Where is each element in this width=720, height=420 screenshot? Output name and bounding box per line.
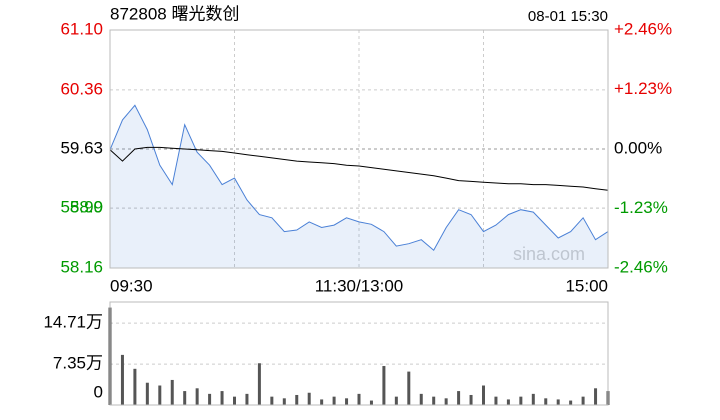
volume-bar (120, 354, 124, 405)
plot-border (109, 301, 609, 406)
volume-bar (469, 394, 473, 405)
volume-bar (544, 398, 548, 405)
y-tick-label: 59.63 (60, 138, 103, 157)
volume-bar (432, 396, 436, 405)
volume-bar (332, 396, 336, 405)
plot-border (109, 29, 609, 269)
volume-bar (394, 396, 398, 405)
volume-bar (257, 363, 261, 405)
y-tick-label: 58.16 (60, 257, 103, 276)
volume-bar (519, 396, 523, 405)
volume-bar (320, 399, 324, 405)
volume-bar (444, 398, 448, 405)
price-line (109, 104, 609, 251)
volume-bar (220, 391, 224, 405)
volume-bar (594, 388, 598, 405)
volume-bar (170, 379, 174, 405)
volume-bar (282, 398, 286, 405)
volume-bar (369, 400, 373, 405)
volume-bar (270, 396, 274, 405)
volume-bar (581, 396, 585, 405)
volume-bar (307, 392, 311, 405)
x-tick-label: 11:30/13:00 (315, 276, 404, 295)
y2-tick-label: +2.46% (614, 19, 672, 38)
volume-bar (382, 366, 386, 405)
volume-bar (233, 396, 236, 405)
y2-tick-label: +1.23% (614, 79, 672, 98)
volume-bar (494, 396, 498, 405)
volume-bar (345, 398, 349, 405)
volume-bar (158, 385, 162, 405)
volume-bar (457, 391, 461, 405)
watermark: sina.com (513, 244, 585, 264)
x-tick-label: 09:30 (110, 276, 153, 295)
volume-bar (569, 400, 573, 405)
y-tick-label: 0 (94, 382, 103, 401)
volume-bar (357, 393, 361, 405)
y2-tick-label: -1.23% (614, 198, 668, 217)
y2-tick-label: 0.00% (614, 138, 662, 157)
chart-title: 872808 曙光数创 (110, 4, 239, 23)
volume-bar (407, 371, 411, 405)
y-tick-label: 14.71万 (43, 313, 103, 332)
volume-bar (245, 393, 249, 405)
timestamp: 08-01 15:30 (528, 8, 608, 25)
volume-bar (195, 388, 199, 405)
volume-bar (482, 385, 485, 405)
price-area (110, 105, 608, 268)
y-tick-label: 60.36 (60, 79, 103, 98)
volume-bar (531, 393, 535, 405)
volume-bar (295, 394, 299, 405)
volume-bar (145, 382, 149, 405)
y-tick-label: 58.9 (70, 198, 103, 217)
volume-bar (506, 399, 510, 405)
volume-bar (183, 391, 187, 405)
average-line (109, 146, 609, 191)
y-tick-label: 7.35万 (53, 354, 103, 373)
y-tick-label: 58.90 (60, 198, 103, 217)
y2-tick-label: -2.46% (614, 257, 668, 276)
volume-bar (133, 368, 137, 405)
volume-bar (208, 393, 212, 405)
volume-bar (419, 393, 423, 405)
x-tick-label: 15:00 (565, 276, 608, 295)
volume-bar (556, 399, 560, 405)
y-tick-label: 61.10 (60, 19, 103, 38)
